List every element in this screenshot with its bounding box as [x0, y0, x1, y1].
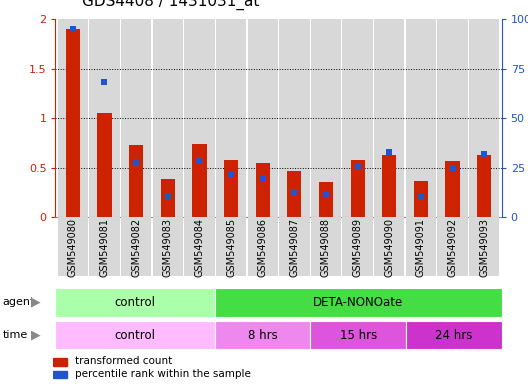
- Text: GSM549086: GSM549086: [258, 218, 268, 277]
- Bar: [406, 321, 502, 349]
- Bar: [374, 217, 404, 276]
- Bar: [319, 182, 333, 217]
- Text: DETA-NONOate: DETA-NONOate: [313, 296, 403, 309]
- Bar: [129, 145, 143, 217]
- Bar: [343, 217, 373, 276]
- Text: 24 hrs: 24 hrs: [435, 329, 473, 341]
- Bar: [414, 181, 428, 217]
- Point: [195, 157, 204, 163]
- Text: agent: agent: [3, 297, 35, 308]
- Bar: [311, 19, 341, 217]
- Bar: [477, 155, 492, 217]
- Point: [448, 164, 457, 170]
- Point: [353, 162, 362, 169]
- Text: GSM549083: GSM549083: [163, 218, 173, 277]
- Bar: [406, 217, 436, 276]
- Bar: [374, 19, 404, 217]
- Bar: [53, 358, 67, 366]
- Point: [132, 159, 140, 165]
- Point: [417, 194, 425, 200]
- Bar: [184, 19, 214, 217]
- Point: [164, 194, 172, 200]
- Bar: [248, 19, 278, 217]
- Bar: [216, 217, 246, 276]
- Text: GSM549085: GSM549085: [226, 218, 236, 277]
- Bar: [153, 19, 183, 217]
- Bar: [97, 113, 111, 217]
- Point: [322, 192, 330, 198]
- Bar: [215, 321, 310, 349]
- Bar: [437, 217, 468, 276]
- Text: control: control: [115, 329, 156, 341]
- Point: [69, 26, 77, 32]
- Bar: [343, 19, 373, 217]
- Point: [100, 79, 109, 86]
- Text: ▶: ▶: [31, 329, 41, 341]
- Bar: [279, 217, 309, 276]
- Bar: [310, 321, 406, 349]
- Point: [290, 190, 298, 196]
- Bar: [224, 160, 238, 217]
- Text: GSM549080: GSM549080: [68, 218, 78, 277]
- Text: GSM549084: GSM549084: [194, 218, 204, 277]
- Bar: [89, 217, 120, 276]
- Bar: [279, 19, 309, 217]
- Bar: [256, 162, 270, 217]
- Text: GSM549088: GSM549088: [321, 218, 331, 277]
- Text: GSM549081: GSM549081: [99, 218, 109, 277]
- Bar: [55, 321, 215, 349]
- Text: 15 hrs: 15 hrs: [340, 329, 377, 341]
- Point: [385, 149, 393, 155]
- Bar: [65, 29, 80, 217]
- Text: GSM549092: GSM549092: [448, 218, 458, 277]
- Bar: [192, 144, 206, 217]
- Text: GSM549090: GSM549090: [384, 218, 394, 277]
- Bar: [58, 19, 88, 217]
- Text: transformed count: transformed count: [74, 356, 172, 366]
- Text: 8 hrs: 8 hrs: [248, 329, 277, 341]
- Bar: [406, 19, 436, 217]
- Bar: [58, 217, 88, 276]
- Bar: [437, 19, 468, 217]
- Bar: [121, 19, 152, 217]
- Bar: [53, 371, 67, 379]
- Text: percentile rank within the sample: percentile rank within the sample: [74, 369, 250, 379]
- Bar: [215, 288, 502, 317]
- Bar: [121, 217, 152, 276]
- Text: GSM549082: GSM549082: [131, 218, 141, 277]
- Text: GDS4408 / 1431031_at: GDS4408 / 1431031_at: [82, 0, 259, 10]
- Bar: [55, 288, 215, 317]
- Point: [480, 151, 488, 157]
- Bar: [446, 161, 460, 217]
- Bar: [184, 217, 214, 276]
- Bar: [89, 19, 120, 217]
- Bar: [351, 160, 365, 217]
- Bar: [469, 217, 499, 276]
- Text: time: time: [3, 330, 28, 340]
- Bar: [216, 19, 246, 217]
- Text: GSM549089: GSM549089: [353, 218, 363, 277]
- Bar: [311, 217, 341, 276]
- Bar: [161, 179, 175, 217]
- Text: ▶: ▶: [31, 296, 41, 309]
- Bar: [382, 155, 397, 217]
- Text: control: control: [115, 296, 156, 309]
- Point: [227, 172, 235, 179]
- Bar: [248, 217, 278, 276]
- Text: GSM549093: GSM549093: [479, 218, 489, 277]
- Bar: [287, 172, 301, 217]
- Bar: [153, 217, 183, 276]
- Bar: [469, 19, 499, 217]
- Text: GSM549091: GSM549091: [416, 218, 426, 277]
- Text: GSM549087: GSM549087: [289, 218, 299, 277]
- Point: [259, 176, 267, 182]
